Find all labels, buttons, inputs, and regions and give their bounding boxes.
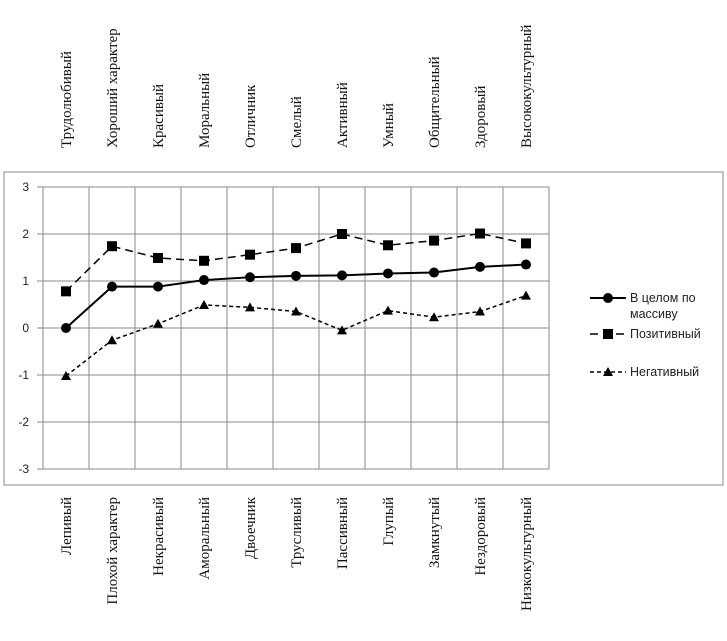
data-point-triangle — [475, 306, 485, 316]
data-point-circle — [107, 281, 117, 292]
data-point-square — [153, 252, 163, 263]
data-point-square — [245, 249, 255, 260]
y-tick-label: 2 — [22, 227, 29, 241]
top-category-label: Умный — [381, 103, 397, 148]
bottom-category-label: Нездоровый — [473, 497, 489, 576]
bottom-category-label: Глупый — [381, 497, 397, 546]
y-tick-label: -1 — [18, 368, 29, 382]
bottom-category-label: Пассивный — [335, 497, 351, 569]
y-tick-label: 3 — [22, 180, 29, 194]
data-point-square — [475, 228, 485, 239]
data-point-circle — [153, 281, 163, 292]
data-point-circle — [429, 267, 439, 278]
y-tick-label: 1 — [22, 274, 29, 288]
data-point-circle — [337, 270, 347, 281]
y-tick-label: -3 — [18, 462, 29, 476]
top-category-label: Хороший характер — [105, 28, 121, 148]
data-point-square — [107, 241, 117, 252]
bottom-category-label: Аморальный — [197, 497, 213, 580]
data-point-circle — [61, 323, 71, 333]
top-category-label: Смелый — [289, 96, 305, 148]
bottom-category-label: Двоечник — [243, 496, 259, 559]
y-tick-label: 0 — [22, 321, 29, 335]
data-point-circle — [383, 268, 393, 279]
top-category-label: Моральный — [197, 73, 213, 148]
data-point-triangle — [199, 299, 209, 309]
bottom-category-label: Низкокультурный — [519, 497, 535, 611]
data-point-square — [603, 329, 613, 339]
data-point-square — [521, 238, 531, 249]
bottom-category-label: Некрасивый — [151, 497, 167, 576]
data-point-circle — [199, 275, 209, 286]
data-point-triangle — [61, 370, 71, 380]
data-point-circle — [245, 272, 255, 283]
y-tick-label: -2 — [18, 415, 29, 429]
top-category-label: Красивый — [151, 84, 167, 148]
data-point-circle — [521, 259, 531, 270]
data-point-triangle — [383, 305, 393, 315]
top-category-label: Активный — [335, 82, 351, 148]
data-point-square — [429, 235, 439, 246]
legend-label: В целом по — [630, 291, 696, 305]
bottom-category-label: Плохой характер — [105, 497, 121, 605]
chart-border — [3, 171, 724, 486]
bottom-category-label: Замкнутый — [427, 497, 443, 568]
data-point-square — [199, 255, 209, 266]
top-category-label: Общительный — [427, 56, 443, 148]
data-point-square — [383, 240, 393, 251]
data-point-circle — [603, 293, 613, 303]
data-point-triangle — [291, 306, 301, 316]
data-point-square — [337, 229, 347, 239]
data-point-triangle — [521, 290, 531, 300]
data-point-triangle — [429, 312, 439, 322]
legend-label: Негативный — [630, 365, 699, 379]
top-category-label: Трудолюбивый — [59, 51, 75, 148]
data-point-circle — [475, 261, 485, 272]
data-point-triangle — [603, 367, 613, 376]
data-point-circle — [291, 270, 301, 281]
data-point-triangle — [107, 335, 117, 345]
legend-label: массиву — [630, 307, 678, 321]
top-category-label: Высококультурный — [519, 25, 535, 148]
legend-label: Позитивный — [630, 327, 701, 341]
data-point-square — [61, 286, 71, 297]
data-point-triangle — [337, 325, 347, 335]
bottom-category-label: Лепивый — [59, 497, 75, 555]
top-category-label: Отличник — [243, 84, 259, 148]
bottom-category-label: Трусливый — [289, 497, 305, 568]
data-point-triangle — [245, 302, 255, 312]
top-category-label: Здоровый — [473, 86, 489, 148]
data-point-square — [291, 243, 301, 254]
data-point-triangle — [153, 318, 163, 328]
